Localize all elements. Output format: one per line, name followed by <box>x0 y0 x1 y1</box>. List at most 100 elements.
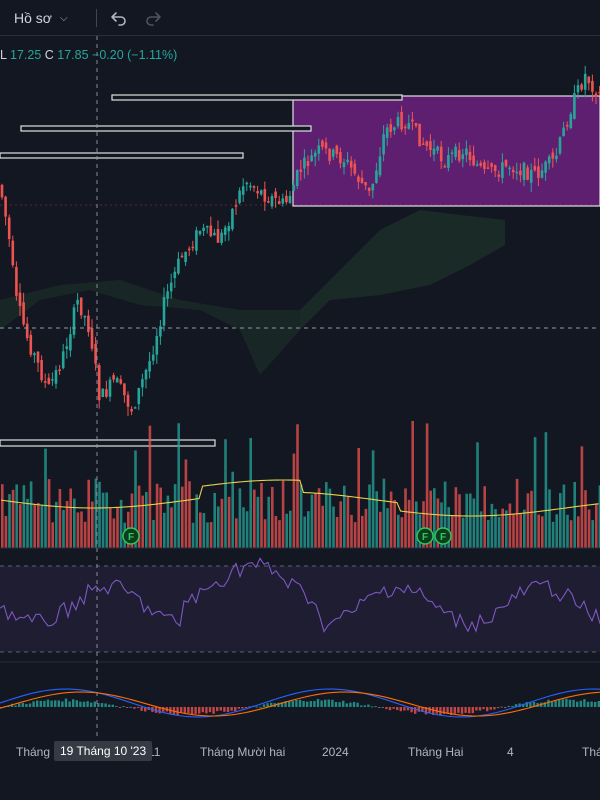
macd-histogram-bar <box>93 701 96 707</box>
candle-body <box>317 145 321 154</box>
candle-body <box>105 389 108 397</box>
candle-body <box>119 379 123 384</box>
volume-bar <box>19 504 22 548</box>
candle-body <box>468 151 472 161</box>
volume-bar <box>487 520 490 548</box>
candle-body <box>209 225 213 237</box>
volume-bar <box>26 498 29 548</box>
volume-bar <box>137 485 141 548</box>
macd-histogram-bar <box>360 705 363 707</box>
macd-histogram-bar <box>262 704 266 707</box>
candle-body <box>277 201 281 204</box>
candle-body <box>411 119 414 122</box>
candle-body <box>216 229 220 243</box>
candle-body <box>191 246 195 249</box>
candle-body <box>299 169 303 172</box>
volume-bar <box>231 471 234 548</box>
drawn-rectangles[interactable] <box>0 94 600 447</box>
macd-histogram-bar <box>212 707 215 714</box>
macd-histogram-bar <box>295 699 298 707</box>
candle-body <box>4 196 7 217</box>
macd-histogram-bar <box>349 702 352 707</box>
event-badge[interactable]: F <box>416 527 434 545</box>
candle-body <box>101 388 105 398</box>
macd-histogram-bar <box>277 702 280 707</box>
macd-histogram-bar <box>266 703 269 707</box>
candle-body <box>328 148 331 161</box>
macd-histogram-bar <box>72 699 75 707</box>
time-tick: Tháng <box>582 745 600 759</box>
macd-histogram-bar <box>316 698 320 707</box>
candle-body <box>7 217 11 240</box>
profile-menu-button[interactable]: Hồ sơ ⌵ <box>14 8 68 28</box>
volume-bar <box>55 501 58 548</box>
volume-bar <box>537 514 540 548</box>
macd-histogram-bar <box>104 703 107 707</box>
macd-histogram-bar <box>194 707 197 714</box>
volume-bar <box>476 442 479 548</box>
candle-body <box>573 93 576 119</box>
macd-histogram-bar <box>61 701 64 707</box>
macd-histogram-bar <box>550 701 554 707</box>
macd-histogram-bar <box>396 707 399 711</box>
macd-histogram-bar <box>590 701 593 707</box>
candle-body <box>432 148 436 155</box>
candle-body <box>22 302 25 325</box>
macd-histogram-bar <box>237 707 240 709</box>
macd-histogram-bar <box>586 701 590 707</box>
candle-body <box>555 155 558 160</box>
macd-histogram-bar <box>327 699 330 707</box>
macd-histogram-bar <box>248 706 251 708</box>
event-badge[interactable]: F <box>122 527 140 545</box>
volume-bar <box>415 501 418 548</box>
redo-icon[interactable] <box>142 7 164 29</box>
candle-body <box>11 240 15 266</box>
volume-bar <box>379 511 382 548</box>
volume-bar <box>591 520 594 548</box>
volume-bar <box>343 485 346 548</box>
macd-histogram-bar <box>388 707 392 711</box>
volume-bar <box>433 488 436 548</box>
macd-histogram-bar <box>28 703 32 707</box>
candle-body <box>227 226 231 232</box>
volume-bar <box>281 480 285 548</box>
candle-body <box>155 336 159 355</box>
time-tick: 2024 <box>322 745 349 759</box>
macd-histogram-bar <box>234 707 237 712</box>
macd-histogram-bar <box>244 707 248 708</box>
horizontal-zone <box>0 439 216 447</box>
volume-bar <box>285 513 288 548</box>
candle-body <box>83 316 87 318</box>
event-badge[interactable]: F <box>434 527 452 545</box>
volume-bar <box>195 494 198 548</box>
macd-histogram-bar <box>255 706 258 708</box>
candle-body <box>450 152 454 154</box>
macd-histogram-bar <box>439 707 442 716</box>
candle-body <box>281 198 285 204</box>
candle-body <box>97 365 101 401</box>
volume-bar <box>299 484 303 548</box>
volume-bar <box>76 512 80 548</box>
macd-histogram-bar <box>43 700 46 707</box>
volume-bar <box>289 510 292 548</box>
volume-bar <box>33 504 36 548</box>
time-axis[interactable]: Tháng 11 Tháng Mười hai 2024 Tháng Hai 4… <box>0 736 600 764</box>
undo-icon[interactable] <box>108 7 130 29</box>
volume-bar <box>256 496 260 548</box>
candle-body <box>274 191 277 198</box>
macd-histogram-bar <box>532 701 536 707</box>
volume-bar <box>458 494 461 548</box>
candle-body <box>65 346 69 349</box>
macd-histogram-bar <box>392 707 395 709</box>
macd-histogram-bar <box>64 698 68 707</box>
candle-body <box>407 123 411 129</box>
volume-bar <box>249 437 252 548</box>
candle-body <box>429 141 432 151</box>
candle-body <box>421 143 425 145</box>
candle-body <box>511 169 515 173</box>
candle-body <box>36 351 40 363</box>
volume-bar <box>350 514 353 548</box>
macd-histogram-bar <box>507 705 510 707</box>
